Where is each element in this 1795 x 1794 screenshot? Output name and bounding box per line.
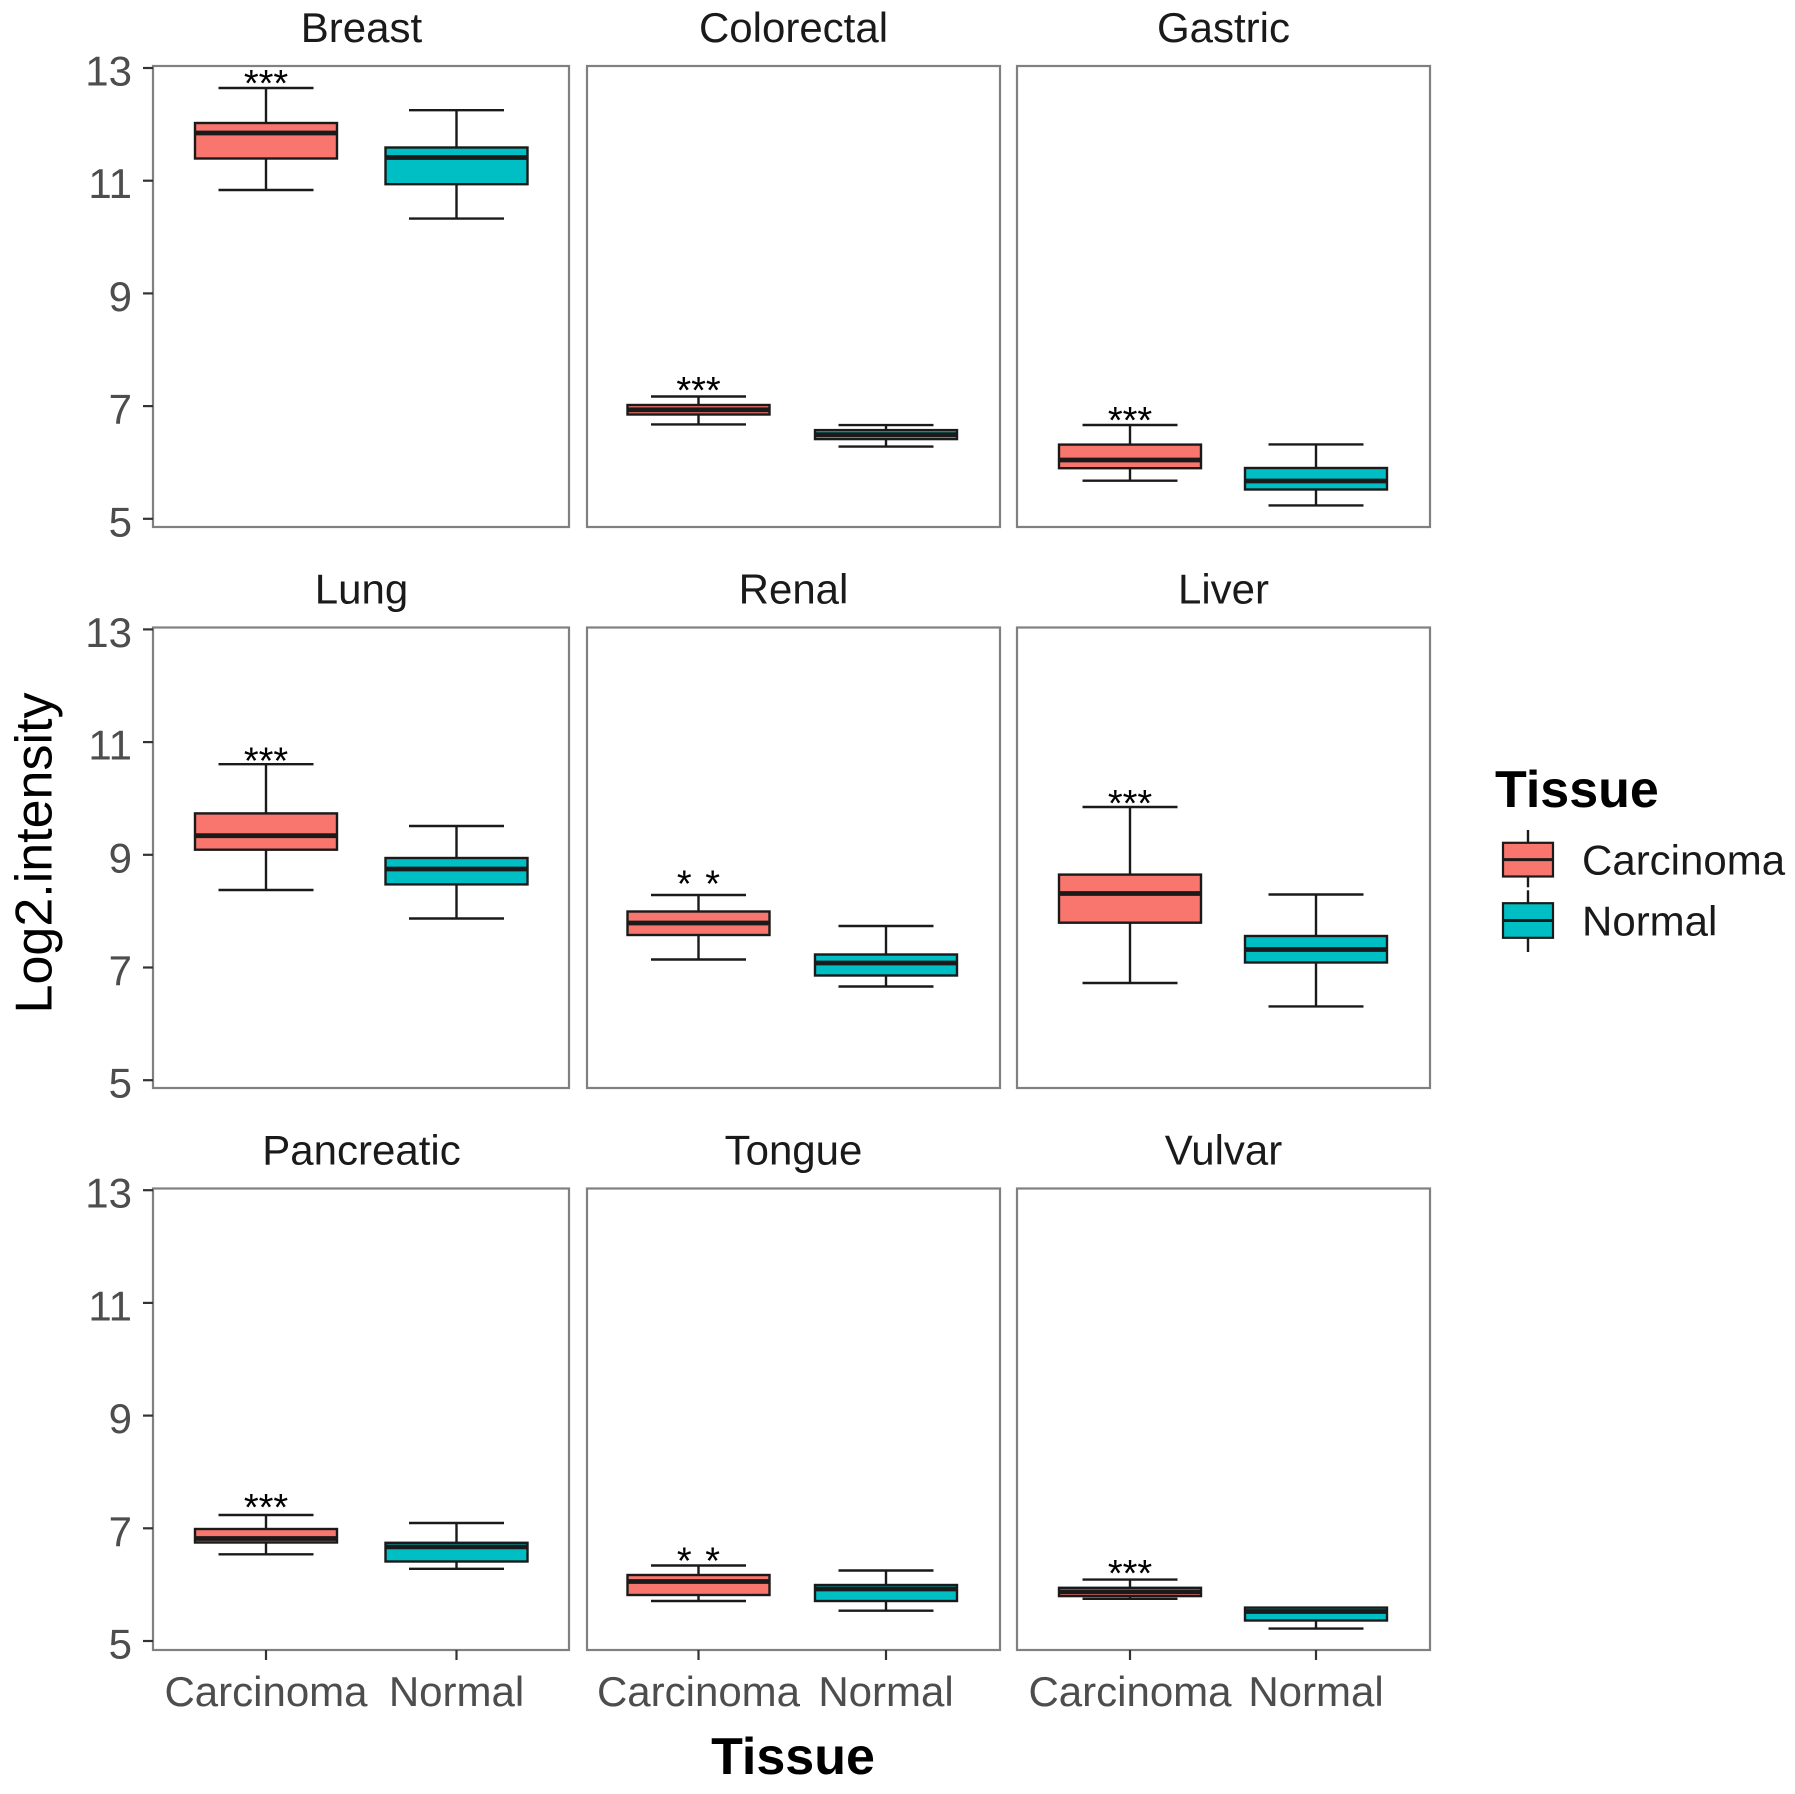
svg-text:9: 9 [109, 834, 132, 881]
svg-text:***: *** [244, 63, 289, 105]
svg-text:5: 5 [109, 1621, 132, 1668]
svg-text:13: 13 [85, 1170, 132, 1217]
svg-text:11: 11 [88, 1282, 132, 1329]
svg-text:Normal: Normal [1582, 898, 1717, 945]
svg-text:9: 9 [109, 273, 132, 320]
svg-text:*: * [705, 863, 720, 905]
svg-text:***: *** [1108, 400, 1153, 442]
svg-text:***: *** [244, 740, 289, 782]
svg-text:Gastric: Gastric [1157, 4, 1290, 51]
svg-text:Carcinoma: Carcinoma [1582, 837, 1786, 884]
svg-text:Colorectal: Colorectal [699, 4, 888, 51]
svg-text:***: *** [676, 370, 721, 412]
svg-text:Lung: Lung [315, 566, 408, 613]
svg-text:Liver: Liver [1178, 566, 1269, 613]
svg-text:*: * [677, 863, 692, 905]
svg-text:Renal: Renal [739, 566, 849, 613]
svg-text:13: 13 [85, 609, 132, 656]
svg-text:Tongue: Tongue [725, 1127, 863, 1174]
svg-text:Vulvar: Vulvar [1165, 1127, 1283, 1174]
svg-text:Tissue: Tissue [711, 1728, 875, 1786]
svg-text:Pancreatic: Pancreatic [262, 1127, 460, 1174]
svg-text:7: 7 [109, 947, 132, 994]
svg-text:11: 11 [88, 160, 132, 207]
svg-text:Normal: Normal [1248, 1668, 1383, 1715]
svg-text:Breast: Breast [301, 4, 423, 51]
svg-text:Carcinoma: Carcinoma [164, 1668, 368, 1715]
svg-text:11: 11 [88, 722, 132, 769]
svg-text:5: 5 [109, 498, 132, 545]
svg-text:***: *** [1108, 1553, 1153, 1595]
svg-text:9: 9 [109, 1395, 132, 1442]
svg-text:Carcinoma: Carcinoma [597, 1668, 801, 1715]
svg-text:*: * [705, 1540, 720, 1582]
svg-text:Normal: Normal [818, 1668, 953, 1715]
svg-text:*: * [677, 1540, 692, 1582]
svg-text:7: 7 [109, 386, 132, 433]
svg-text:Carcinoma: Carcinoma [1028, 1668, 1232, 1715]
svg-text:13: 13 [85, 48, 132, 95]
svg-text:Log2.intensity: Log2.intensity [6, 693, 64, 1014]
svg-text:5: 5 [109, 1060, 132, 1107]
svg-text:Normal: Normal [389, 1668, 524, 1715]
svg-text:7: 7 [109, 1508, 132, 1555]
svg-text:***: *** [1108, 783, 1153, 825]
svg-text:***: *** [244, 1487, 289, 1529]
svg-text:Tissue: Tissue [1495, 761, 1659, 819]
